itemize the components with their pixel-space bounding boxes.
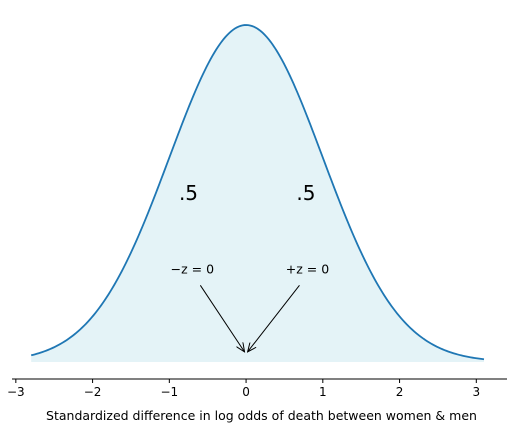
x-tick-label: 0 [242, 385, 250, 399]
density-curve [30, 24, 485, 361]
x-tick-label: −3 [7, 385, 25, 399]
x-tick-label: −1 [160, 385, 178, 399]
area-label-right: .5 [296, 181, 315, 205]
annotation-arrow-left [199, 285, 244, 352]
x-tick-label: −2 [84, 385, 102, 399]
x-axis-label: Standardized difference in log odds of d… [46, 408, 477, 423]
area-label-left: .5 [179, 181, 198, 205]
annotation-neg-z: −z = 0 [171, 261, 214, 276]
x-tick-label: 3 [472, 385, 480, 399]
annotation-arrow-right [248, 284, 300, 352]
x-tick-label: 2 [396, 385, 404, 399]
x-tick-label: 1 [319, 385, 327, 399]
annotation-pos-z: +z = 0 [286, 261, 329, 276]
density-fill-area [31, 25, 484, 362]
x-axis-ticks: −3 −2 −1 0 1 2 3 [7, 379, 480, 399]
